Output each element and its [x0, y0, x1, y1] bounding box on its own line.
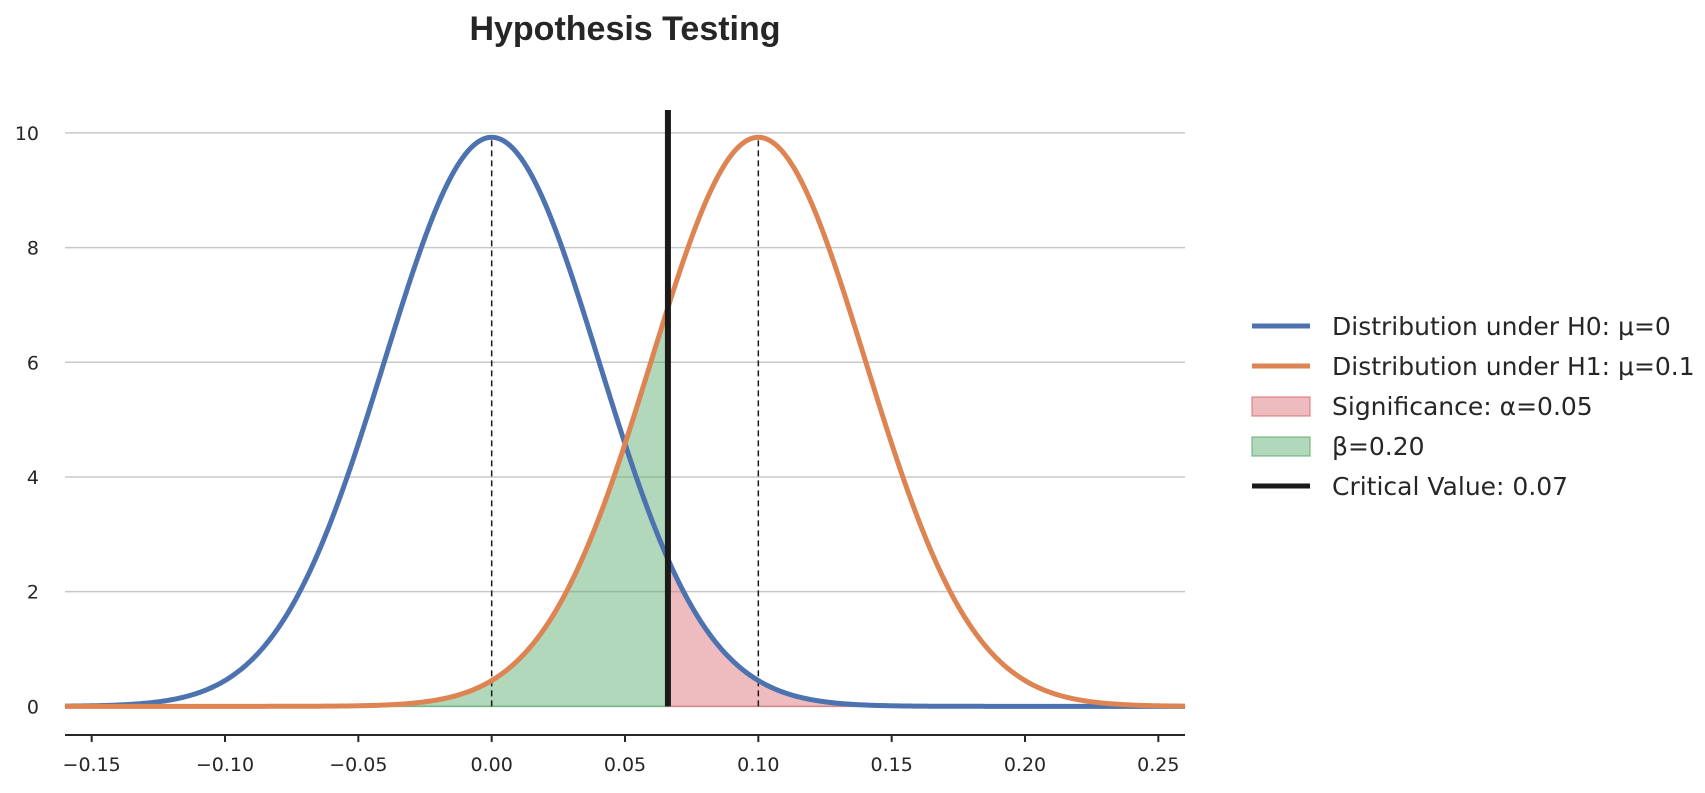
x-tick-label: −0.10: [196, 754, 254, 776]
y-tick-label: 8: [27, 238, 39, 260]
y-tick-label: 10: [15, 123, 39, 145]
y-tick-label: 6: [27, 352, 39, 374]
x-tick-label: 0.05: [604, 754, 646, 776]
x-tick-label: 0.15: [871, 754, 913, 776]
legend-label: Distribution under H1: μ=0.1: [1332, 352, 1695, 381]
chart-title: Hypothesis Testing: [469, 10, 780, 48]
shaded-regions: [65, 307, 1185, 708]
x-tick-label: 0.20: [1004, 754, 1046, 776]
y-tick-label: 2: [27, 582, 39, 604]
alpha-region: [667, 558, 1185, 708]
y-tick-label: 4: [27, 467, 39, 489]
legend: Distribution under H0: μ=0 Distribution u…: [1251, 312, 1695, 501]
x-tick-label: 0.10: [737, 754, 779, 776]
y-tick-label: 0: [27, 696, 39, 718]
h1-curve: [64, 134, 1186, 709]
legend-label: Distribution under H0: μ=0: [1332, 312, 1671, 341]
legend-label: Critical Value: 0.07: [1332, 472, 1568, 501]
legend-label: Significance: α=0.05: [1332, 392, 1593, 421]
x-tick-label: −0.05: [329, 754, 387, 776]
legend-swatch-patch: [1251, 396, 1311, 417]
x-tick-label: 0.25: [1137, 754, 1179, 776]
legend-swatch-patch: [1251, 436, 1311, 457]
legend-label: β=0.20: [1332, 432, 1425, 461]
x-tick-label: 0.00: [471, 754, 513, 776]
axes: 0 2 4 6 8 10 −0.15 −0.10 −0.05 0.00 0.05 0.10 0.15 0.…: [15, 123, 1185, 776]
distribution-curves: [64, 110, 1186, 709]
beta-region: [65, 307, 669, 708]
x-tick-label: −0.15: [63, 754, 121, 776]
